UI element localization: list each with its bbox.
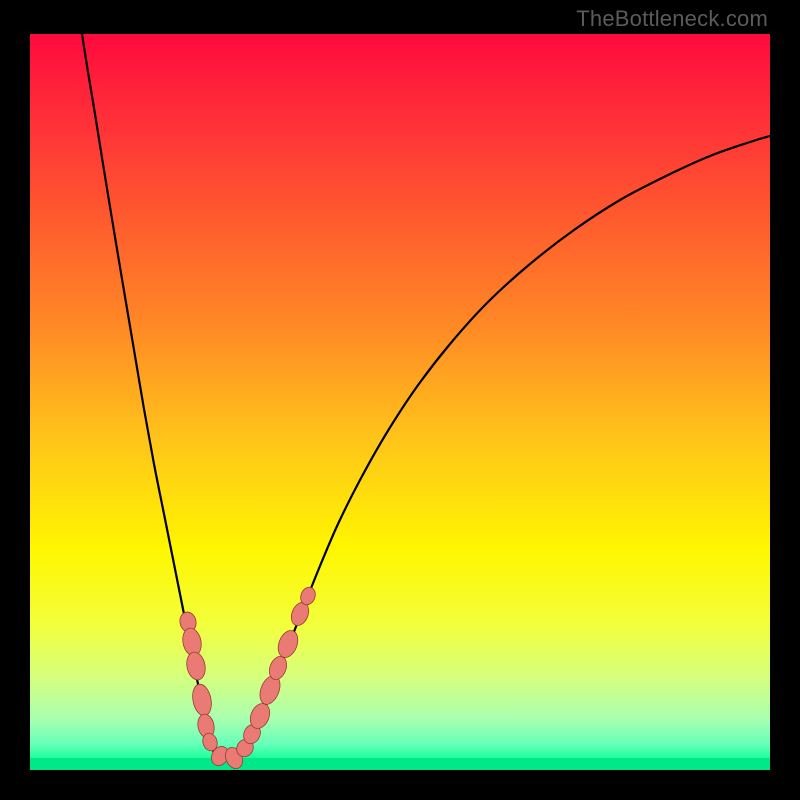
curve-markers	[178, 585, 318, 771]
curve-marker	[190, 683, 214, 718]
curve-marker	[275, 628, 302, 661]
outer-frame: TheBottleneck.com	[0, 0, 800, 800]
plot-area	[30, 34, 770, 770]
v-curve	[82, 34, 770, 760]
v-curve-layer	[30, 34, 770, 770]
watermark-text: TheBottleneck.com	[576, 6, 768, 32]
curve-marker	[184, 651, 207, 682]
